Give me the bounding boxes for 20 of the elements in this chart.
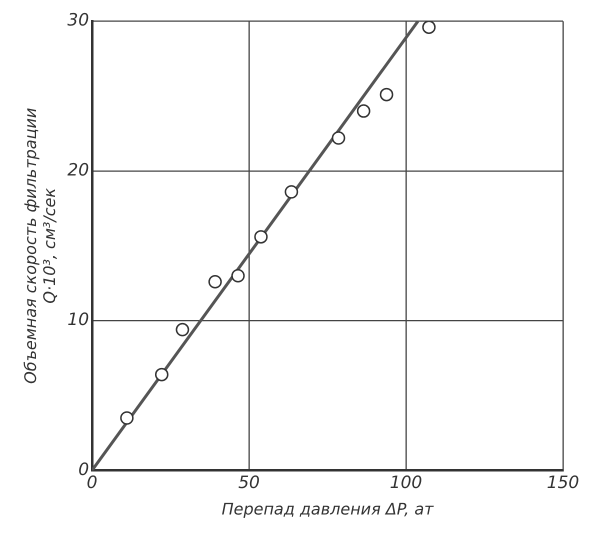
point [380, 88, 394, 102]
point [208, 274, 222, 288]
point [356, 104, 370, 118]
y-tick-label: 10 [67, 310, 90, 330]
x-tick-label: 100 [390, 473, 422, 494]
point [231, 268, 245, 282]
x-tick-label: 150 [546, 473, 580, 494]
x-axis-title: Перепад давления ΔP, ат [222, 500, 434, 519]
point [422, 21, 436, 34]
y-axis-title: Объемная скорость фильтрации Q·10³, см³/сек [20, 108, 59, 384]
y-tick-label: 20 [67, 160, 90, 180]
point [154, 368, 168, 382]
point [120, 411, 134, 425]
y-tick-label: 30 [67, 10, 90, 31]
x-tick-label: 50 [238, 473, 260, 494]
y-tick-label: 0 [78, 460, 90, 480]
point [254, 230, 268, 244]
point [176, 322, 190, 336]
point [284, 185, 298, 199]
point [332, 131, 346, 145]
